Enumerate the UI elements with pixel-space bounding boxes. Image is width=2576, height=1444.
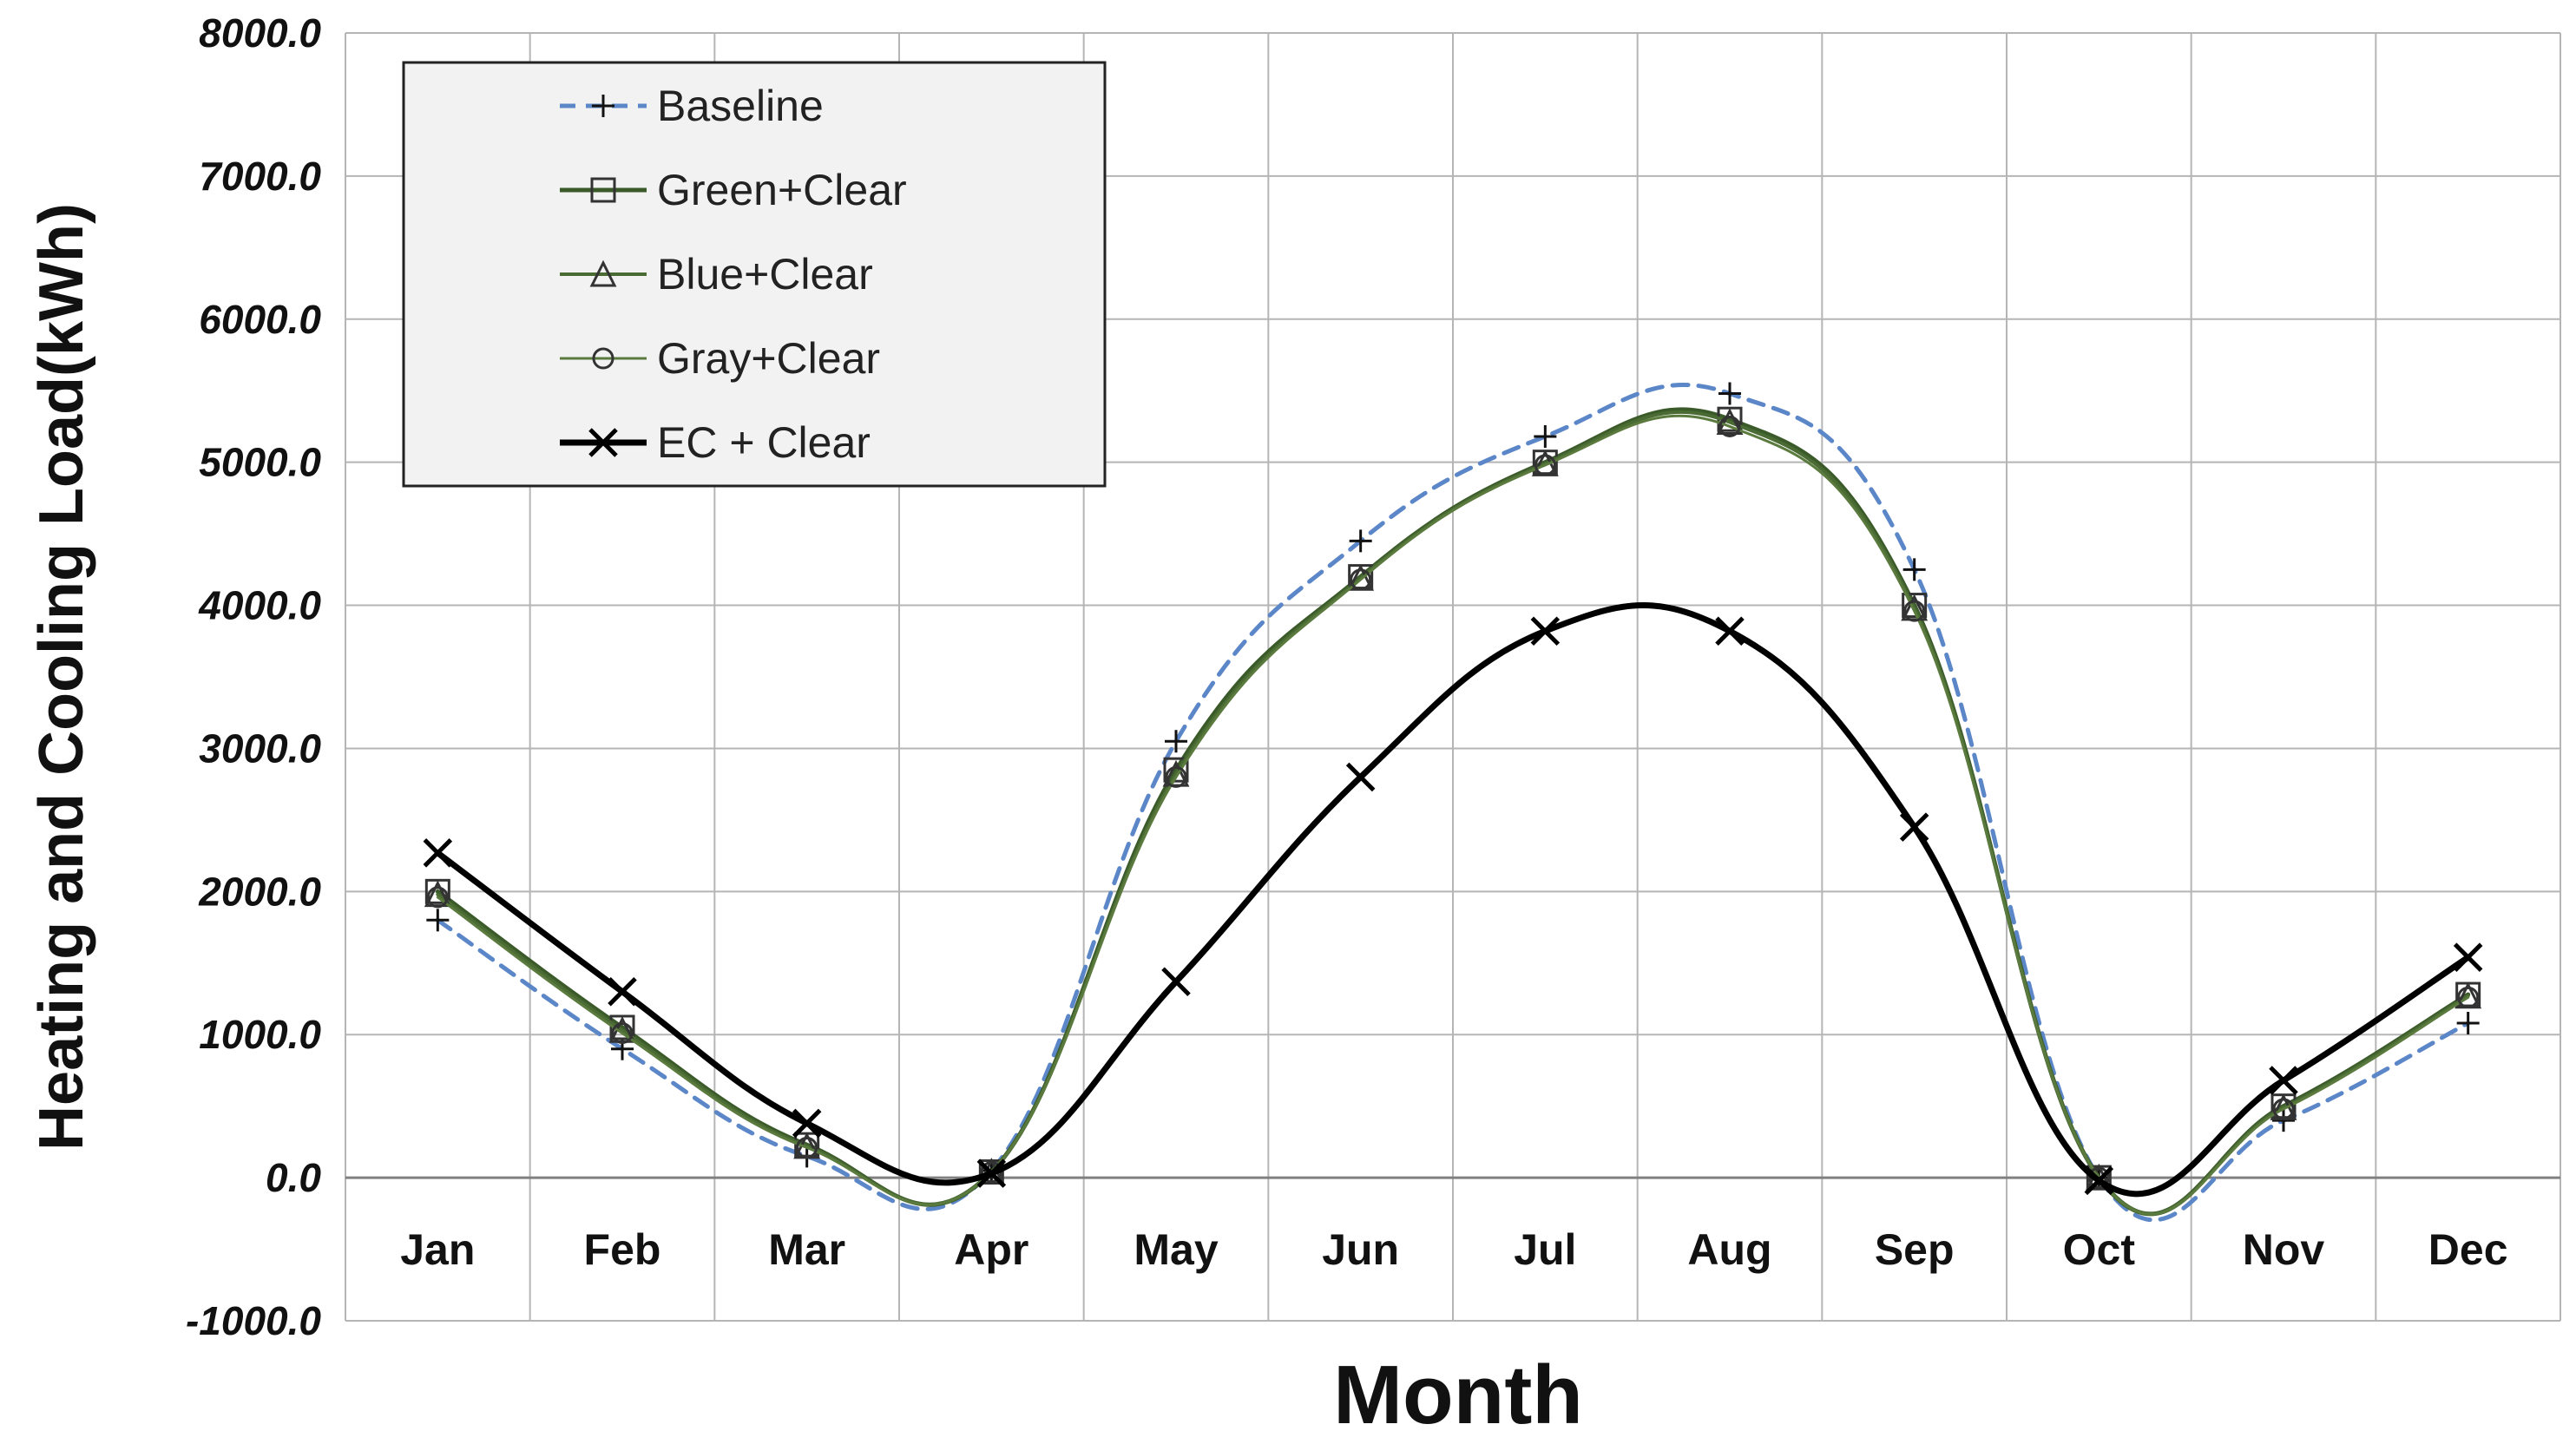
data-point-baseline [1349,529,1372,553]
legend: Baseline Green+Clear Blue+Clear Gray+Clear E… [402,61,1107,488]
data-point-baseline [426,909,450,932]
legend-marker [588,428,618,457]
x-tick-label: Feb [584,1225,661,1274]
data-point-ec-clear [423,838,453,868]
data-point-ec-clear [1899,812,1929,842]
data-point-gray-clear [1165,765,1187,788]
data-point-gray-clear [1718,415,1741,437]
x-tick-label: Jun [1322,1225,1399,1274]
x-tick-label: Apr [954,1225,1028,1274]
data-point-gray-clear [2457,986,2480,1008]
legend-marker [590,177,616,203]
data-point-green-clear [1163,757,1189,783]
data-point-ec-clear [1715,616,1745,647]
data-point-baseline [2272,1109,2295,1132]
data-point-gray-clear [2087,1166,2110,1189]
series-group [423,382,2483,1223]
legend-item-ec-clear: EC + Clear [560,418,871,467]
y-tick-label: 0.0 [266,1155,321,1200]
y-axis-title: Heating and Cooling Load(kWh) [27,203,96,1151]
series-line-ec-clear [434,602,2472,1198]
data-point-ec-clear [976,1158,1007,1188]
data-point-ec-clear [1345,762,1376,792]
x-tick-label: Jan [400,1225,475,1274]
y-tick-labels: 8000.0 7000.0 6000.0 5000.0 4000.0 3000.0 2000… [186,10,321,1343]
y-tick-label: -1000.0 [186,1298,321,1343]
x-tick-label: Mar [768,1225,845,1274]
y-tick-label: 4000.0 [198,583,321,628]
x-tick-label: May [1134,1225,1218,1274]
legend-box [402,61,1107,488]
series-ec-clear [423,602,2483,1198]
data-point-gray-clear [611,1022,634,1045]
x-tick-label: Aug [1687,1225,1771,1274]
data-point-gray-clear [796,1136,818,1158]
y-tick-label: 2000.0 [198,869,321,914]
legend-label: Blue+Clear [657,250,873,299]
data-point-baseline [2456,1012,2480,1035]
data-point-baseline [1902,558,1926,581]
data-point-baseline [1165,730,1187,753]
legend-item-blue-clear: Blue+Clear [560,250,873,299]
data-point-ec-clear [1161,967,1191,996]
data-point-gray-clear [1350,568,1372,591]
legend-item-green-clear: Green+Clear [560,166,907,214]
data-point-baseline [1534,424,1557,448]
legend-label: Baseline [657,82,824,130]
x-tick-labels: Jan Feb Mar Apr May Jun Jul Aug Sep Oct Nov Dec [400,1225,2507,1274]
y-tick-label: 1000.0 [199,1012,321,1057]
legend-item-gray-clear: Gray+Clear [560,334,880,383]
legend-marker [589,259,617,287]
legend-item-baseline: Baseline [560,82,824,130]
data-point-gray-clear [2272,1098,2295,1120]
data-point-ec-clear [1530,616,1561,647]
data-point-ec-clear [2269,1066,2298,1095]
data-point-gray-clear [1903,600,1926,622]
x-axis-title: Month [1333,1349,1583,1441]
data-point-ec-clear [2084,1165,2114,1196]
data-point-gray-clear [1534,454,1556,476]
legend-label: EC + Clear [657,418,871,467]
data-point-baseline [1718,382,1741,405]
x-tick-label: Nov [2243,1225,2325,1274]
x-tick-label: Jul [1514,1225,1576,1274]
data-point-blue-clear [1716,408,1744,435]
y-tick-label: 8000.0 [199,10,321,56]
legend-marker [592,95,614,117]
data-point-ec-clear [608,976,637,1007]
x-tick-label: Oct [2063,1225,2136,1274]
y-tick-label: 3000.0 [199,725,321,771]
data-point-ec-clear [2453,942,2483,972]
x-tick-label: Sep [1875,1225,1955,1274]
y-tick-label: 6000.0 [199,297,321,342]
y-tick-label: 7000.0 [199,154,321,199]
legend-label: Green+Clear [657,166,907,214]
x-tick-label: Dec [2428,1225,2508,1274]
y-tick-label: 5000.0 [199,440,321,485]
data-point-gray-clear [426,886,449,909]
data-point-ec-clear [792,1108,822,1139]
legend-marker [592,347,614,370]
legend-label: Gray+Clear [657,334,880,383]
